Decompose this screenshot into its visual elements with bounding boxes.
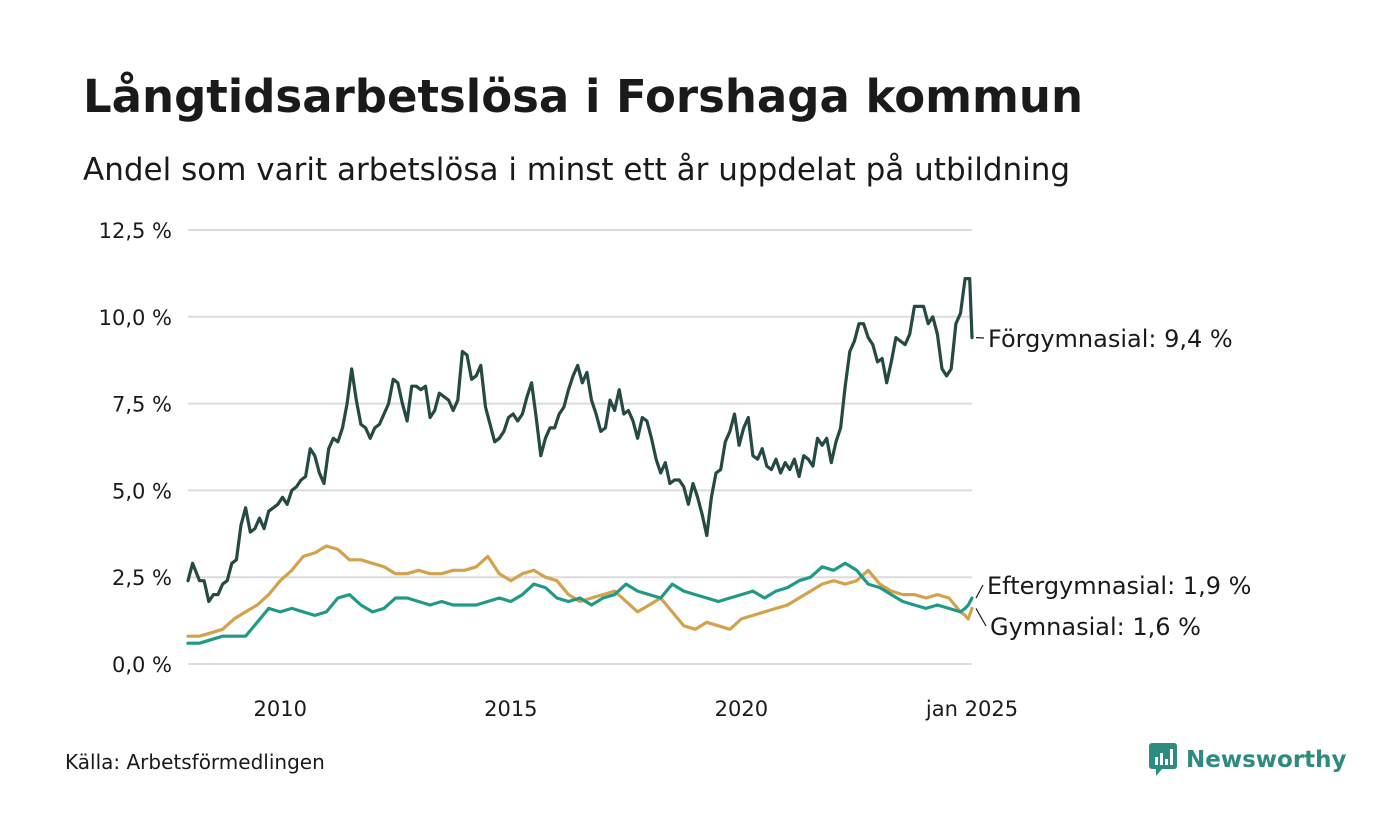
line-chart: 0,0 %2,5 %5,0 %7,5 %10,0 %12,5 % 2010 201… (99, 219, 1252, 721)
end-label-eftergymnasial: Eftergymnasial: 1,9 % (987, 572, 1251, 600)
y-axis-ticks: 0,0 % 2,5 % 5,0 % 7,5 % 10,0 % 12,5 % (99, 219, 172, 677)
leader-line (975, 584, 984, 599)
series-line-förgymnasial (186, 277, 974, 604)
y-tick-label: 0,0 % (112, 653, 172, 677)
grid-lines (188, 229, 972, 665)
y-tick-label: 7,5 % (112, 393, 172, 417)
end-labels: Förgymnasial: 9,4 % Gymnasial: 1,6 % Efter… (975, 325, 1251, 641)
series-lines (186, 277, 974, 645)
x-axis-ticks: 2010 2015 2020 jan 2025 (254, 697, 1019, 721)
newsworthy-logo: Newsworthy (1148, 742, 1347, 778)
series-line-eftergymnasial (186, 561, 974, 645)
x-tick-label: jan 2025 (925, 697, 1018, 721)
series-line-gymnasial (186, 544, 974, 638)
y-tick-label: 2,5 % (112, 566, 172, 590)
end-label-gymnasial: Gymnasial: 1,6 % (990, 613, 1201, 641)
y-tick-label: 10,0 % (99, 306, 172, 330)
y-tick-label: 12,5 % (99, 219, 172, 243)
chart-title: Långtidsarbetslösa i Forshaga kommun (83, 70, 1083, 123)
y-tick-label: 5,0 % (112, 479, 172, 503)
x-tick-label: 2010 (254, 697, 307, 721)
x-tick-label: 2020 (715, 697, 768, 721)
x-tick-label: 2015 (484, 697, 537, 721)
source-note: Källa: Arbetsförmedlingen (65, 750, 325, 774)
newsworthy-logo-icon (1149, 743, 1177, 776)
chart-subtitle: Andel som varit arbetslösa i minst ett å… (83, 152, 1071, 188)
logo-text: Newsworthy (1186, 747, 1347, 773)
leader-line (975, 608, 987, 627)
end-label-förgymnasial: Förgymnasial: 9,4 % (988, 325, 1233, 353)
